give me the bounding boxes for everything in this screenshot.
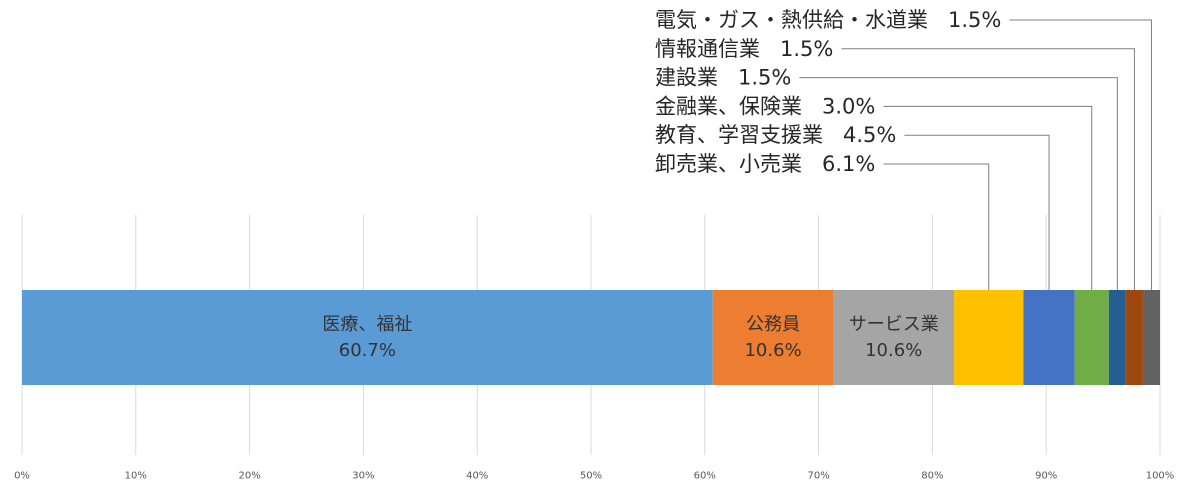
x-tick-label: 100% xyxy=(1146,471,1175,482)
x-tick-label: 20% xyxy=(238,471,260,482)
leader-line xyxy=(883,105,1093,290)
callout-label-value: 3.0% xyxy=(822,94,875,118)
x-tick-label: 0% xyxy=(14,471,30,482)
leader-line xyxy=(841,48,1135,290)
callout-label: 金融業、保険業 3.0% xyxy=(655,94,875,118)
data-label-value: 10.6% xyxy=(865,340,922,361)
inside-data-labels: 医療、福祉 60.7% 公務員 10.6% サービス業 10.6% xyxy=(322,314,938,361)
bar-segment xyxy=(833,290,955,385)
callout-label-name: 建設業 xyxy=(655,66,718,90)
callout-label-name: 卸売業、小売業 xyxy=(655,152,802,176)
x-tick-label: 40% xyxy=(466,471,488,482)
callout-labels: 電気・ガス・熱供給・水道業 1.5% 情報通信業 1.5% 建設業 1.5% 金融業、保険業… xyxy=(655,8,1001,176)
callout-label: 建設業 1.5% xyxy=(655,66,791,90)
leader-line xyxy=(883,163,990,290)
leader-lines xyxy=(799,19,1152,290)
x-tick-label: 50% xyxy=(580,471,602,482)
x-tick-label: 70% xyxy=(807,471,829,482)
data-label-value: 10.6% xyxy=(744,340,801,361)
bar-segment xyxy=(22,290,713,385)
bar-segment xyxy=(1074,290,1109,385)
callout-label-name: 教育、学習支援業 xyxy=(655,123,823,147)
x-tick-label: 30% xyxy=(352,471,374,482)
bar-segment xyxy=(1108,290,1126,385)
callout-label-value: 6.1% xyxy=(822,152,875,176)
callout-label: 電気・ガス・熱供給・水道業 1.5% xyxy=(655,8,1001,32)
bar-segment xyxy=(1023,290,1075,385)
x-axis-tick-labels: 0% 10% 20% 30% 40% 50% 60% 70% 80% 90% 100% xyxy=(14,471,1174,482)
bar-segments xyxy=(22,290,1160,385)
callout-label: 教育、学習支援業 4.5% xyxy=(655,123,896,147)
data-label-name: 公務員 xyxy=(746,314,800,335)
x-tick-label: 10% xyxy=(125,471,147,482)
callout-label-name: 電気・ガス・熱供給・水道業 xyxy=(655,8,928,32)
x-tick-label: 90% xyxy=(1035,471,1057,482)
callout-label-name: 情報通信業 xyxy=(655,37,760,61)
data-label-value: 60.7% xyxy=(339,340,396,361)
x-tick-label: 80% xyxy=(921,471,943,482)
callout-label-value: 4.5% xyxy=(843,123,896,147)
data-label-name: 医療、福祉 xyxy=(322,314,412,335)
leader-line xyxy=(904,134,1050,290)
callout-label: 情報通信業 1.5% xyxy=(655,37,833,61)
leader-line xyxy=(1009,19,1152,290)
bar-segment xyxy=(954,290,1024,385)
callout-label-name: 金融業、保険業 xyxy=(655,94,802,118)
data-label-name: サービス業 xyxy=(849,314,939,335)
x-tick-label: 60% xyxy=(694,471,716,482)
callout-label-value: 1.5% xyxy=(780,37,833,61)
bar-segment xyxy=(712,290,834,385)
leader-line xyxy=(799,77,1118,290)
callout-label: 卸売業、小売業 6.1% xyxy=(655,152,875,176)
bar-segment xyxy=(1142,290,1160,385)
callout-label-value: 1.5% xyxy=(738,66,791,90)
bar-segment xyxy=(1125,290,1143,385)
callout-label-value: 1.5% xyxy=(948,8,1001,32)
